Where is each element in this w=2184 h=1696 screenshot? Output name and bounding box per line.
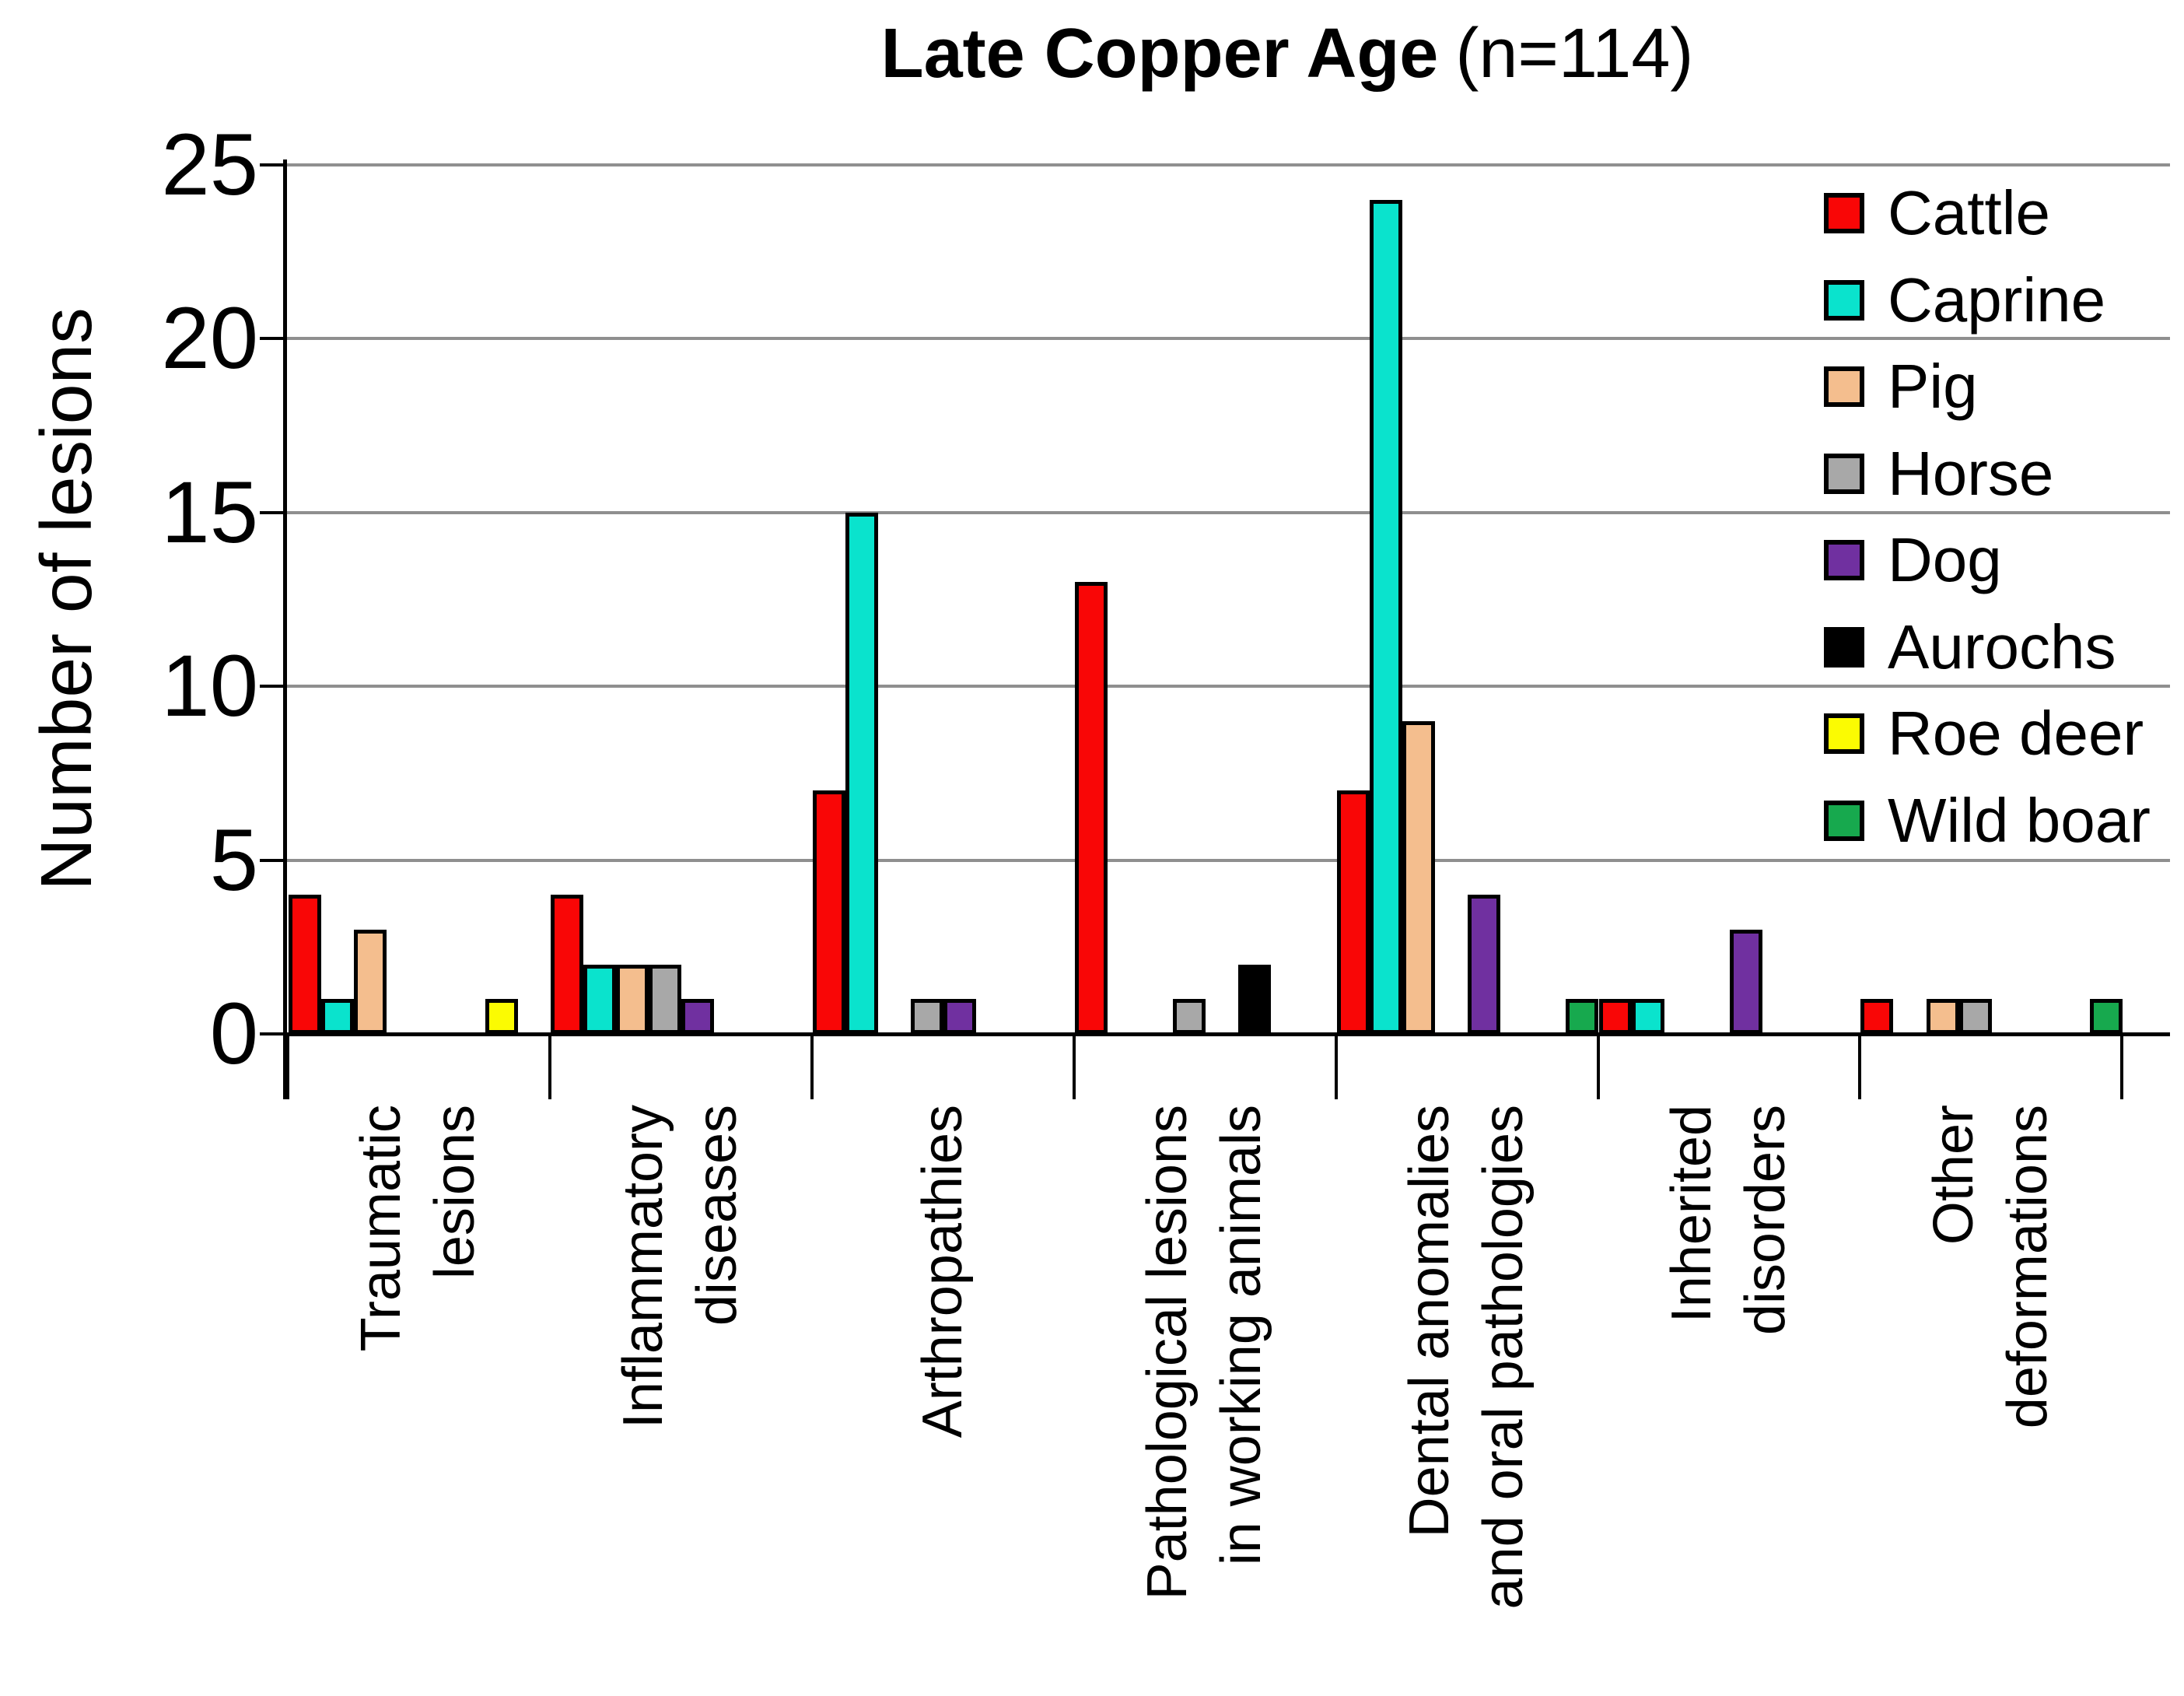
- legend-item-pig: Pig: [1824, 352, 2182, 421]
- bar-dog-cat2: [681, 999, 715, 1034]
- chart-title: Late Copper Age (n=114): [288, 11, 2184, 96]
- y-tick-label: 25: [161, 116, 258, 213]
- legend-swatch-horse: [1824, 453, 1864, 494]
- y-tick: [260, 858, 286, 862]
- y-tick: [260, 685, 286, 689]
- legend-swatch-pig: [1824, 366, 1864, 407]
- y-tick: [260, 163, 286, 166]
- category-label: Inherited disorders: [1660, 1105, 1797, 1336]
- bar-dog-cat6: [1729, 929, 1762, 1034]
- x-axis-line: [285, 1032, 2170, 1036]
- bar-dog-cat5: [1468, 895, 1501, 1034]
- legend-swatch-wild-boar: [1824, 800, 1864, 841]
- bar-horse-cat7: [1958, 999, 1992, 1034]
- gridline: [286, 685, 2170, 689]
- legend-swatch-aurochs: [1824, 626, 1864, 668]
- legend-item-caprine: Caprine: [1824, 265, 2182, 335]
- legend-swatch-roe-deer: [1824, 713, 1864, 754]
- y-tick-label: 20: [161, 289, 258, 387]
- legend: Cattle Caprine Pig Horse Dog Aurochs Roe deer W…: [1824, 178, 2182, 855]
- category-tick: [2120, 1034, 2124, 1099]
- bar-wild-boar-cat5: [1566, 999, 1599, 1034]
- bar-wild-boar-cat7: [2090, 999, 2123, 1034]
- chart-title-main: Late Copper Age: [880, 15, 1439, 93]
- bar-dog-cat3: [943, 999, 977, 1034]
- bar-cattle-cat6: [1598, 999, 1632, 1034]
- bar-aurochs-cat4: [1238, 964, 1272, 1034]
- bar-caprine-cat5: [1369, 199, 1402, 1034]
- category-tick: [1858, 1034, 1862, 1099]
- bar-pig-cat5: [1402, 720, 1435, 1034]
- legend-label: Horse: [1888, 438, 2054, 508]
- bar-caprine-cat3: [845, 512, 878, 1034]
- bar-cattle-cat7: [1860, 999, 1894, 1034]
- bar-horse-cat2: [649, 964, 682, 1034]
- legend-item-aurochs: Aurochs: [1824, 611, 2182, 682]
- category-label: Arthropathies: [911, 1105, 974, 1438]
- category-tick: [1072, 1034, 1076, 1099]
- y-tick-label: 0: [209, 985, 258, 1082]
- y-tick: [260, 1032, 286, 1035]
- bar-roe-deer-cat1: [485, 999, 518, 1034]
- legend-item-dog: Dog: [1824, 525, 2182, 594]
- bar-caprine-cat1: [321, 999, 355, 1034]
- category-tick: [810, 1034, 814, 1099]
- legend-label: Cattle: [1888, 178, 2050, 247]
- bar-cattle-cat4: [1074, 582, 1108, 1034]
- legend-swatch-caprine: [1824, 279, 1864, 321]
- bar-pig-cat7: [1926, 999, 1959, 1034]
- bar-horse-cat3: [911, 999, 944, 1034]
- legend-swatch-dog: [1824, 540, 1864, 580]
- bar-caprine-cat2: [583, 964, 616, 1034]
- bar-pig-cat1: [354, 929, 387, 1034]
- bar-caprine-cat6: [1631, 999, 1664, 1034]
- bar-pig-cat2: [616, 964, 649, 1034]
- legend-item-horse: Horse: [1824, 438, 2182, 508]
- gridline: [286, 163, 2170, 166]
- gridline: [286, 858, 2170, 862]
- y-tick: [260, 510, 286, 514]
- bar-horse-cat4: [1173, 999, 1206, 1034]
- legend-label: Wild boar: [1888, 785, 2151, 855]
- legend-label: Roe deer: [1888, 699, 2144, 768]
- chart-title-suffix: (n=114): [1455, 15, 1694, 93]
- category-label: Traumatic lesions: [350, 1105, 487, 1352]
- legend-label: Aurochs: [1888, 611, 2116, 682]
- gridline: [286, 510, 2170, 514]
- legend-label: Caprine: [1888, 265, 2106, 335]
- legend-item-cattle: Cattle: [1824, 178, 2182, 247]
- category-label: Pathological lesions in working animals: [1136, 1105, 1273, 1600]
- category-tick: [1334, 1034, 1338, 1099]
- legend-item-roe-deer: Roe deer: [1824, 699, 2182, 768]
- category-tick: [286, 1034, 289, 1099]
- bar-cattle-cat1: [289, 895, 321, 1034]
- legend-label: Pig: [1888, 352, 1978, 421]
- bar-cattle-cat3: [812, 790, 845, 1034]
- bar-cattle-cat5: [1336, 790, 1370, 1034]
- category-label: Other deformations: [1922, 1105, 2059, 1429]
- category-label: Inflammatory diseases: [612, 1105, 749, 1429]
- legend-label: Dog: [1888, 525, 2002, 594]
- category-label: Dental anomalies and oral pathologies: [1398, 1105, 1535, 1610]
- category-tick: [1596, 1034, 1600, 1099]
- legend-item-wild-boar: Wild boar: [1824, 785, 2182, 855]
- gridline: [286, 337, 2170, 341]
- y-tick: [260, 337, 286, 341]
- bar-cattle-cat2: [550, 895, 583, 1034]
- category-tick: [548, 1034, 551, 1099]
- y-tick-label: 5: [209, 811, 258, 909]
- y-tick-label: 10: [161, 637, 258, 735]
- y-axis-line: [283, 159, 287, 1099]
- y-tick-label: 15: [161, 463, 258, 561]
- legend-swatch-cattle: [1824, 193, 1864, 233]
